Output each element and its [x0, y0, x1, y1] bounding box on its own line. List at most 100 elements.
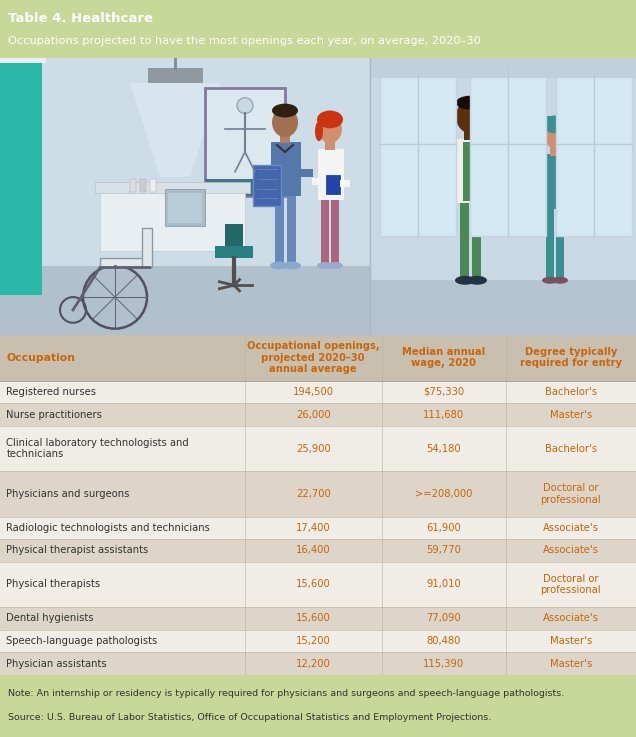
FancyBboxPatch shape — [205, 178, 285, 196]
FancyBboxPatch shape — [0, 630, 636, 652]
FancyBboxPatch shape — [567, 178, 617, 186]
Ellipse shape — [317, 262, 333, 269]
FancyBboxPatch shape — [271, 142, 301, 196]
FancyBboxPatch shape — [455, 139, 463, 203]
Text: 115,390: 115,390 — [423, 659, 464, 668]
Text: Physical therapists: Physical therapists — [6, 579, 100, 590]
FancyBboxPatch shape — [325, 140, 335, 150]
Text: 12,200: 12,200 — [296, 659, 331, 668]
FancyBboxPatch shape — [142, 228, 152, 268]
FancyBboxPatch shape — [215, 245, 253, 258]
Text: Physicians and surgeons: Physicians and surgeons — [6, 489, 130, 499]
Text: Doctoral or
professional: Doctoral or professional — [541, 483, 601, 505]
FancyBboxPatch shape — [462, 142, 480, 201]
FancyBboxPatch shape — [0, 652, 636, 675]
Text: 15,200: 15,200 — [296, 636, 331, 646]
FancyBboxPatch shape — [331, 198, 339, 265]
Text: 17,400: 17,400 — [296, 523, 331, 533]
FancyBboxPatch shape — [472, 201, 481, 280]
Text: 61,900: 61,900 — [426, 523, 461, 533]
FancyBboxPatch shape — [225, 224, 243, 245]
FancyBboxPatch shape — [150, 178, 156, 192]
FancyBboxPatch shape — [0, 403, 636, 426]
FancyBboxPatch shape — [148, 68, 203, 83]
FancyBboxPatch shape — [556, 68, 632, 236]
FancyBboxPatch shape — [0, 265, 370, 335]
Text: Occupational openings,
projected 2020–30
annual average: Occupational openings, projected 2020–30… — [247, 341, 380, 374]
Text: Associate's: Associate's — [543, 613, 599, 624]
FancyBboxPatch shape — [478, 139, 486, 203]
Text: Table 4. Healthcare: Table 4. Healthcare — [8, 12, 153, 24]
Ellipse shape — [272, 104, 298, 117]
Text: Occupations projected to have the most openings each year, on average, 2020–30: Occupations projected to have the most o… — [8, 36, 481, 46]
FancyBboxPatch shape — [370, 280, 636, 335]
Text: 25,900: 25,900 — [296, 444, 331, 453]
Text: Master's: Master's — [550, 636, 592, 646]
FancyBboxPatch shape — [140, 178, 146, 192]
FancyBboxPatch shape — [275, 195, 284, 265]
FancyBboxPatch shape — [0, 58, 42, 295]
FancyBboxPatch shape — [0, 335, 636, 380]
Text: 77,090: 77,090 — [426, 613, 461, 624]
FancyBboxPatch shape — [595, 164, 605, 178]
FancyBboxPatch shape — [542, 154, 570, 209]
Text: Radiologic technologists and technicians: Radiologic technologists and technicians — [6, 523, 211, 533]
Text: 15,600: 15,600 — [296, 579, 331, 590]
FancyBboxPatch shape — [0, 426, 636, 471]
FancyBboxPatch shape — [550, 146, 560, 156]
Text: 54,180: 54,180 — [426, 444, 461, 453]
Text: 59,770: 59,770 — [426, 545, 461, 556]
FancyBboxPatch shape — [455, 139, 487, 203]
FancyBboxPatch shape — [370, 58, 636, 335]
FancyBboxPatch shape — [546, 207, 554, 280]
Text: 15,600: 15,600 — [296, 613, 331, 624]
Ellipse shape — [455, 276, 475, 284]
Text: Bachelor's: Bachelor's — [545, 387, 597, 397]
Text: Doctoral or
professional: Doctoral or professional — [541, 573, 601, 595]
FancyBboxPatch shape — [0, 562, 636, 607]
FancyBboxPatch shape — [340, 180, 350, 186]
Circle shape — [237, 98, 253, 113]
Text: 26,000: 26,000 — [296, 410, 331, 419]
FancyBboxPatch shape — [478, 177, 486, 184]
FancyBboxPatch shape — [280, 133, 290, 143]
Polygon shape — [130, 83, 220, 177]
FancyBboxPatch shape — [0, 517, 636, 539]
FancyBboxPatch shape — [0, 607, 636, 630]
Ellipse shape — [283, 262, 301, 270]
FancyBboxPatch shape — [537, 180, 545, 186]
Text: Dental hygienists: Dental hygienists — [6, 613, 94, 624]
Ellipse shape — [317, 111, 343, 128]
Ellipse shape — [543, 120, 567, 148]
FancyBboxPatch shape — [370, 58, 636, 78]
Text: $75,330: $75,330 — [423, 387, 464, 397]
Ellipse shape — [315, 122, 323, 142]
Ellipse shape — [542, 116, 568, 133]
Text: Associate's: Associate's — [543, 545, 599, 556]
Ellipse shape — [456, 99, 484, 133]
Text: Physician assistants: Physician assistants — [6, 659, 107, 668]
Ellipse shape — [327, 262, 343, 269]
Text: Master's: Master's — [550, 659, 592, 668]
Text: Degree typically
required for entry: Degree typically required for entry — [520, 347, 622, 368]
FancyBboxPatch shape — [567, 175, 579, 184]
FancyBboxPatch shape — [0, 380, 636, 403]
Text: 16,400: 16,400 — [296, 545, 331, 556]
Text: 80,480: 80,480 — [426, 636, 461, 646]
FancyBboxPatch shape — [312, 178, 320, 184]
FancyBboxPatch shape — [460, 201, 469, 280]
Ellipse shape — [552, 277, 568, 284]
Text: 111,680: 111,680 — [423, 410, 464, 419]
Ellipse shape — [272, 108, 298, 137]
FancyBboxPatch shape — [318, 149, 344, 200]
FancyBboxPatch shape — [168, 193, 202, 223]
FancyBboxPatch shape — [100, 258, 150, 268]
FancyBboxPatch shape — [569, 161, 579, 178]
FancyBboxPatch shape — [0, 539, 636, 562]
Text: Median annual
wage, 2020: Median annual wage, 2020 — [402, 347, 485, 368]
FancyBboxPatch shape — [205, 88, 285, 196]
FancyBboxPatch shape — [165, 189, 205, 226]
FancyBboxPatch shape — [0, 471, 636, 517]
Text: Associate's: Associate's — [543, 523, 599, 533]
Ellipse shape — [318, 116, 342, 143]
